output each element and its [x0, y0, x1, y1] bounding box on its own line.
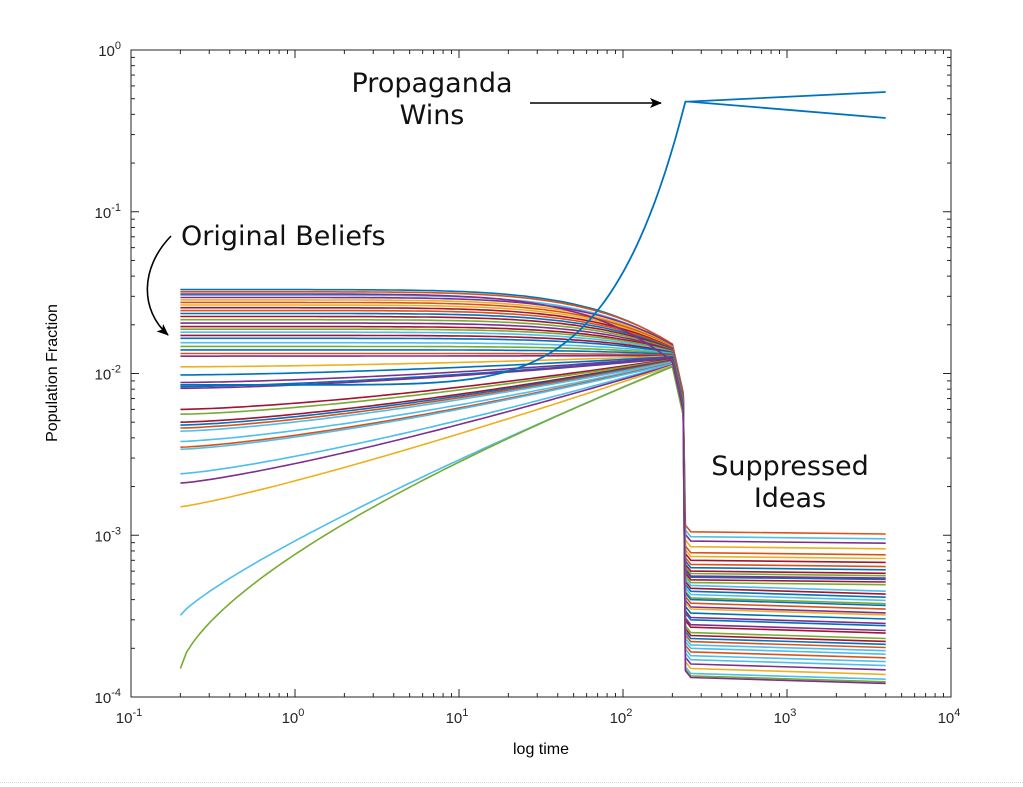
series-line [180, 349, 886, 607]
x-tick-exp: 1 [462, 707, 468, 719]
series-line [180, 315, 886, 575]
series-line [180, 341, 886, 602]
series-line [179, 365, 886, 680]
annotation-propaganda-line2: Wins [400, 100, 465, 131]
y-tick-base: 10 [98, 43, 115, 60]
series-line [180, 337, 886, 598]
series-line [180, 296, 886, 544]
y-tick-base: 10 [95, 367, 112, 384]
series-line [180, 364, 886, 676]
x-tick-exp: 3 [790, 707, 796, 719]
series-line [180, 359, 886, 643]
x-tick-base: 10 [774, 710, 791, 727]
y-tick-exp: -4 [111, 687, 121, 699]
series-line [180, 325, 886, 583]
series-line [180, 354, 886, 614]
y-tick-exp: -2 [111, 364, 121, 376]
series-line [180, 301, 886, 556]
series-line [180, 322, 886, 579]
series-line [180, 358, 886, 640]
series-line [180, 312, 886, 571]
propaganda-line-lower [688, 100, 886, 119]
series-line [180, 299, 886, 550]
x-tick-label: 102 [610, 707, 633, 727]
series-line [180, 291, 886, 535]
x-tick-exp: 4 [954, 707, 960, 719]
y-tick-label: 10-1 [95, 202, 121, 222]
annotation-original-beliefs: Original Beliefs [146, 221, 386, 336]
series-line [180, 352, 886, 610]
annotation-suppressed-line1: Suppressed [711, 451, 869, 482]
series-line [180, 362, 886, 663]
series-line [180, 318, 886, 577]
annotation-original-text: Original Beliefs [181, 221, 386, 252]
series-line [180, 345, 886, 605]
x-tick-exp: 2 [626, 707, 632, 719]
y-tick-base: 10 [95, 528, 112, 545]
x-tick-label: 103 [774, 707, 797, 727]
x-tick-label: 101 [446, 707, 469, 727]
series-line [180, 364, 886, 671]
x-tick-base: 10 [938, 710, 955, 727]
axes [130, 49, 952, 698]
series-line [180, 309, 886, 568]
x-tick-base: 10 [446, 710, 463, 727]
propaganda-line-upper [180, 91, 886, 386]
annotation-propaganda-line1: Propaganda [352, 68, 513, 99]
y-tick-exp: 0 [115, 40, 121, 52]
x-tick-exp: 0 [298, 707, 304, 719]
y-tick-label: 100 [98, 40, 121, 60]
series-line [180, 334, 886, 595]
series-line [180, 355, 886, 620]
y-tick-base: 10 [95, 690, 112, 707]
series-line [179, 366, 886, 683]
series-line [180, 328, 886, 586]
series-line [180, 355, 886, 616]
series-line [180, 358, 886, 634]
x-tick-base: 10 [282, 710, 299, 727]
y-axis-label: Population Fraction [44, 304, 61, 442]
page-bottom-rule [0, 782, 1023, 783]
series-layer [179, 91, 886, 685]
series-line [180, 357, 886, 632]
series-line [180, 361, 886, 655]
annotation-propaganda: Propaganda Wins [352, 68, 662, 131]
y-tick-label: 10-2 [95, 364, 121, 384]
series-line [180, 293, 886, 685]
y-tick-exp: -3 [111, 525, 121, 537]
annotation-suppressed: Suppressed Ideas [711, 451, 869, 514]
y-tick-label: 10-4 [95, 687, 121, 707]
series-line [180, 360, 886, 649]
annotation-suppressed-line2: Ideas [754, 483, 826, 514]
x-tick-base: 10 [610, 710, 627, 727]
y-tick-base: 10 [95, 205, 112, 222]
series-line [180, 363, 886, 667]
x-tick-label: 100 [282, 707, 305, 727]
y-tick-exp: -1 [111, 202, 121, 214]
x-axis-label: log time [513, 741, 569, 758]
series-line [180, 359, 886, 646]
x-tick-label: 104 [938, 707, 961, 727]
series-line [180, 306, 886, 564]
x-tick-label: 10-1 [116, 707, 142, 727]
x-tick-base: 10 [116, 710, 133, 727]
y-tick-label: 10-3 [95, 525, 121, 545]
series-line [180, 288, 886, 581]
series-line [180, 361, 886, 652]
annotation-original-arrow [146, 235, 172, 336]
series-line [180, 331, 886, 592]
series-line [180, 356, 886, 625]
x-tick-exp: -1 [132, 707, 142, 719]
